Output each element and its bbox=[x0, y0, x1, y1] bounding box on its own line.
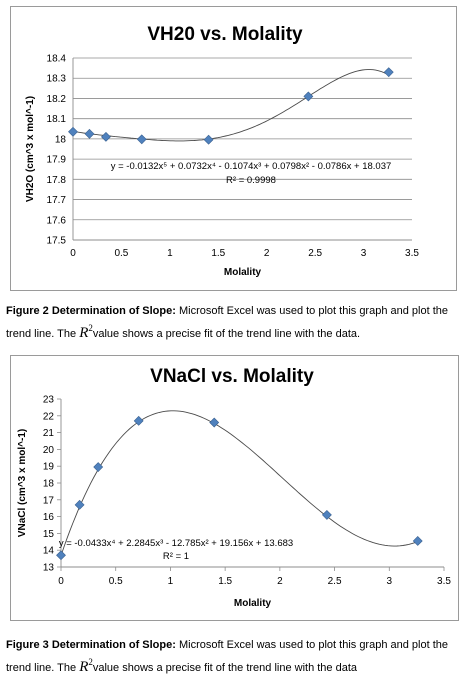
x-tick-label: 2.5 bbox=[328, 576, 342, 587]
caption-text: Microsoft Excel was used to plot this gr… bbox=[6, 639, 448, 674]
data-point bbox=[56, 550, 66, 561]
data-point bbox=[136, 134, 147, 145]
trendline-equation: y = -0.0132x⁵ + 0.0732x⁴ - 0.1074x³ + 0.… bbox=[111, 161, 392, 172]
data-point bbox=[203, 134, 214, 145]
r-squared-label: R² = 1 bbox=[163, 551, 189, 562]
y-tick-label: 18 bbox=[55, 134, 67, 145]
y-tick-label: 16 bbox=[43, 512, 55, 523]
x-tick-label: 0.5 bbox=[114, 248, 128, 259]
x-tick-label: 3 bbox=[387, 576, 393, 587]
chart-vh2o-frame: VH20 vs. Molality 17.5 17.6 17.7 17.8 17.9 18 1… bbox=[10, 6, 457, 291]
trendline bbox=[60, 410, 418, 556]
x-tick-label: 0.5 bbox=[109, 576, 123, 587]
y-tick-label: 17.7 bbox=[47, 195, 67, 206]
caption-label: Figure 2 Determination of Slope: bbox=[6, 305, 176, 317]
x-tick-label: 2 bbox=[264, 248, 270, 259]
y-tick-label: 18.2 bbox=[47, 94, 67, 105]
caption-text: Microsoft Excel was used to plot this gr… bbox=[6, 305, 448, 340]
trendline bbox=[72, 69, 390, 142]
chart-vnacl: VNaCl vs. Molality1314151617181920212223… bbox=[17, 366, 451, 609]
y-tick-label: 17.8 bbox=[47, 175, 67, 186]
data-point bbox=[383, 67, 394, 78]
x-tick-label: 1 bbox=[167, 248, 173, 259]
figure-3-caption: Figure 3 Determination of Slope: Microso… bbox=[6, 637, 466, 677]
y-tick-label: 13 bbox=[43, 563, 55, 574]
data-point bbox=[84, 128, 95, 139]
y-tick-label: 21 bbox=[43, 428, 55, 439]
chart-title: VNaCl vs. Molality bbox=[150, 366, 314, 387]
r-squared-label: R² = 0.9998 bbox=[226, 175, 276, 186]
x-tick-label: 2 bbox=[277, 576, 283, 587]
x-tick-label: 1.5 bbox=[211, 248, 225, 259]
data-point bbox=[209, 417, 220, 428]
y-tick-label: 17 bbox=[43, 495, 55, 506]
y-tick-label: 18.3 bbox=[47, 74, 67, 85]
data-point bbox=[74, 499, 85, 510]
y-tick-label: 17.5 bbox=[47, 236, 67, 247]
caption-text-end: value shows a precise fit of the trend l… bbox=[92, 328, 361, 340]
y-tick-label: 15 bbox=[43, 529, 55, 540]
x-tick-label: 2.5 bbox=[308, 248, 322, 259]
r-squared-symbol: R2 bbox=[79, 657, 93, 675]
y-tick-label: 19 bbox=[43, 462, 55, 473]
x-axis-title: Molality bbox=[224, 267, 262, 278]
caption-text-end: value shows a precise fit of the trend l… bbox=[92, 662, 358, 674]
y-tick-label: 23 bbox=[43, 395, 55, 406]
x-tick-label: 0 bbox=[70, 248, 76, 259]
figure-2-caption: Figure 2 Determination of Slope: Microso… bbox=[6, 303, 466, 343]
data-point bbox=[321, 509, 332, 520]
x-tick-label: 1.5 bbox=[218, 576, 232, 587]
data-point bbox=[133, 415, 144, 426]
r-squared-symbol: R2 bbox=[79, 323, 93, 341]
data-point bbox=[101, 131, 111, 142]
data-point bbox=[412, 536, 423, 546]
chart-title: VH20 vs. Molality bbox=[147, 24, 303, 45]
x-tick-label: 3.5 bbox=[405, 248, 419, 259]
chart-vh2o: VH20 vs. Molality 17.5 17.6 17.7 17.8 17.9 18 1… bbox=[25, 24, 419, 278]
x-tick-label: 3.5 bbox=[437, 576, 451, 587]
data-point bbox=[68, 126, 78, 137]
y-tick-label: 18.4 bbox=[47, 54, 67, 65]
y-tick-label: 20 bbox=[43, 445, 55, 456]
x-tick-label: 0 bbox=[58, 576, 64, 587]
y-tick-label: 17.9 bbox=[47, 155, 67, 166]
trendline-equation: y = -0.0433x⁴ + 2.2845x³ - 12.785x² + 19… bbox=[59, 538, 293, 549]
y-tick-label: 17.6 bbox=[47, 215, 67, 226]
y-axis-title: VH2O (cm^3 x mol^-1) bbox=[25, 96, 36, 202]
y-tick-label: 22 bbox=[43, 411, 55, 422]
x-tick-label: 1 bbox=[168, 576, 174, 587]
y-axis-title: VNaCl (cm^3 x mol^-1) bbox=[17, 429, 28, 537]
y-tick-label: 18.1 bbox=[47, 114, 67, 125]
chart-vnacl-frame: VNaCl vs. Molality 13 14 15 16 17 18 19 20 21 22 23… bbox=[10, 355, 459, 621]
y-tick-label: 14 bbox=[43, 546, 55, 557]
caption-label: Figure 3 Determination of Slope: bbox=[6, 639, 176, 651]
x-tick-label: 3 bbox=[361, 248, 367, 259]
data-point bbox=[93, 462, 104, 472]
data-point bbox=[303, 91, 314, 102]
x-axis-title: Molality bbox=[234, 598, 272, 609]
y-tick-label: 18 bbox=[43, 479, 55, 490]
